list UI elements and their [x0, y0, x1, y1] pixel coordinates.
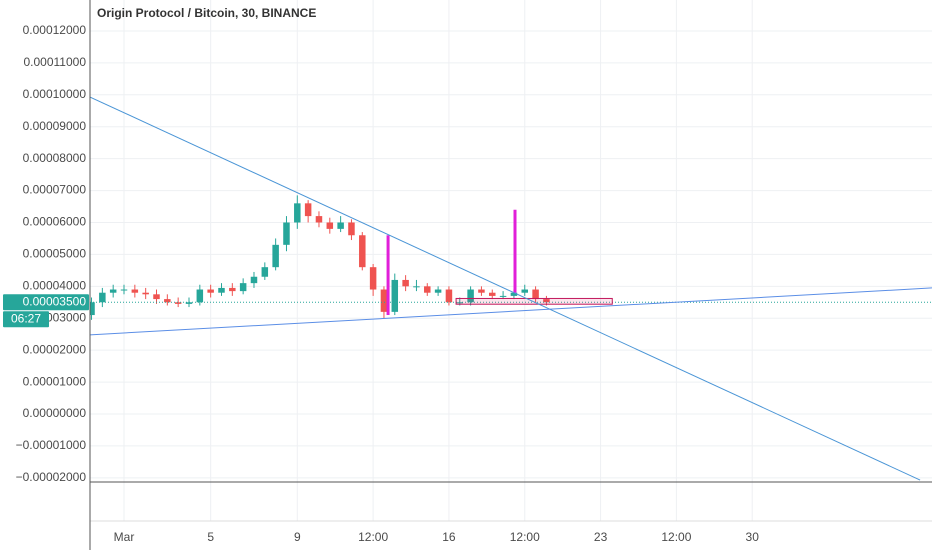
axes: 0.00012000 0.00011000 0.00010000 0.00009000…	[3, 23, 759, 544]
candle-body	[185, 302, 193, 304]
candle-body	[218, 287, 225, 293]
candle-body	[348, 222, 355, 236]
range-rectangle	[455, 297, 613, 305]
candle-body	[196, 289, 204, 303]
candle-body	[250, 276, 258, 284]
candle-body	[424, 286, 431, 293]
countdown-label: 06:27	[11, 311, 41, 325]
candle-body	[164, 299, 171, 303]
candle-body	[304, 203, 312, 217]
candle-body	[521, 289, 529, 293]
candle-body	[120, 289, 128, 291]
candle-body	[478, 289, 485, 293]
y-tick-label: 0.00005000	[23, 247, 87, 261]
y-tick-label: 0.00004000	[23, 278, 87, 292]
y-tick-label: −0.00002000	[16, 470, 87, 484]
chart-title: Origin Protocol / Bitcoin, 30, BINANCE	[97, 6, 316, 20]
candle-body	[229, 287, 236, 292]
y-tick-label: 0.00011000	[23, 55, 86, 69]
candle-body	[294, 203, 301, 223]
candle-body	[467, 289, 474, 303]
candle-body	[99, 292, 106, 303]
candle-body	[315, 216, 323, 223]
candle-body	[413, 286, 420, 288]
candle-body	[153, 294, 160, 300]
candle-body	[499, 295, 507, 297]
x-tick-label: 12:00	[661, 530, 691, 544]
x-tick-label: 30	[746, 530, 760, 544]
candle-body	[369, 267, 377, 290]
candle-body	[174, 302, 182, 304]
candle-body	[337, 222, 344, 229]
trend-line	[90, 96, 921, 481]
y-tick-label: 0.00010000	[23, 87, 87, 101]
x-tick-label: 5	[207, 530, 214, 544]
candle-body	[402, 279, 409, 287]
candle-body	[510, 292, 518, 296]
last-price-box	[3, 294, 89, 311]
candle-body	[207, 289, 214, 293]
y-tick-label: 0.00002000	[23, 342, 87, 356]
candle-body	[445, 289, 453, 303]
grid	[90, 0, 932, 521]
y-tick-label: 0.00009000	[23, 119, 87, 133]
x-tick-label: 9	[294, 530, 301, 544]
candle-body	[391, 279, 399, 312]
y-tick-label: −0.00001000	[16, 438, 87, 452]
candle-body	[283, 222, 290, 245]
x-tick-label: 23	[594, 530, 608, 544]
candle-body	[109, 289, 117, 293]
x-tick-label: 12:00	[510, 530, 540, 544]
y-tick-label: 0.00006000	[23, 215, 87, 229]
countdown-box	[3, 311, 49, 328]
candle-body	[142, 292, 149, 295]
y-tick-label: 0.00001000	[23, 374, 87, 388]
y-tick-label: 0.00008000	[23, 151, 87, 165]
candle-body	[489, 292, 496, 296]
candle-body	[261, 267, 269, 277]
candle-body	[434, 289, 442, 293]
candle-body	[326, 222, 334, 229]
x-tick-label: 16	[442, 530, 456, 544]
x-tick-label: Mar	[114, 530, 135, 544]
plot-area	[90, 96, 932, 481]
candle-body	[359, 235, 366, 268]
y-tick-label: 0.00000000	[23, 406, 87, 420]
candle-body	[532, 289, 539, 300]
candle-body	[90, 302, 95, 316]
trend-line	[90, 287, 932, 336]
x-tick-label: 12:00	[358, 530, 388, 544]
candle-body	[131, 289, 139, 293]
candle-body	[380, 289, 388, 312]
candle-body	[239, 283, 247, 292]
y-tick-label: 0.00012000	[23, 23, 87, 37]
candle-body	[543, 299, 550, 303]
candle-body	[272, 244, 279, 268]
last-price-label: 0.00003500	[23, 294, 87, 308]
y-tick-label: 0.00007000	[23, 183, 87, 197]
